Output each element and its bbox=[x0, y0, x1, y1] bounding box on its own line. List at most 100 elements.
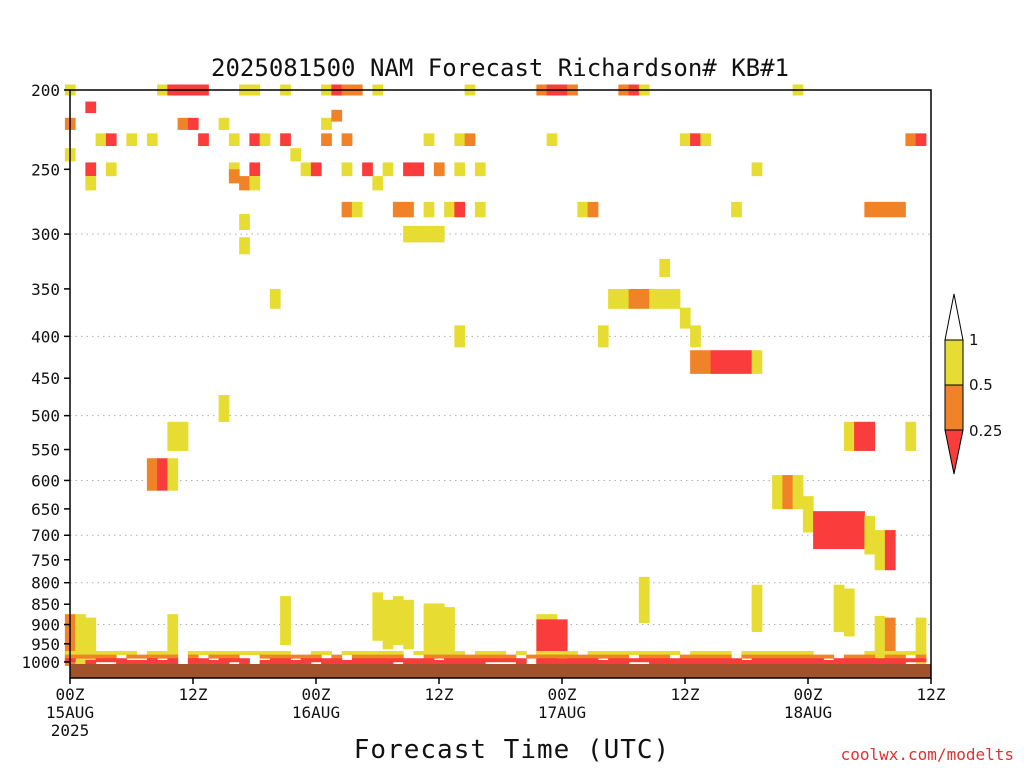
pbl-cell bbox=[649, 654, 660, 659]
pbl-cell bbox=[485, 651, 496, 656]
data-cell bbox=[751, 584, 763, 633]
pbl-cell bbox=[433, 651, 445, 656]
pbl-cell bbox=[423, 651, 435, 656]
pbl-cell bbox=[454, 651, 466, 656]
pbl-cell bbox=[403, 660, 414, 664]
pbl-cell bbox=[700, 654, 712, 659]
pbl-cell bbox=[813, 654, 824, 659]
y-tick-label: 600 bbox=[31, 471, 60, 490]
pbl-cell bbox=[146, 651, 158, 656]
data-cell bbox=[177, 421, 189, 451]
pbl-cell bbox=[546, 654, 558, 659]
pbl-cell bbox=[813, 660, 824, 664]
data-cell bbox=[372, 176, 384, 191]
pbl-cell bbox=[228, 658, 240, 663]
pbl-cell bbox=[95, 654, 107, 659]
data-cell bbox=[146, 133, 158, 146]
pbl-cell bbox=[146, 654, 158, 659]
pbl-cell bbox=[659, 651, 671, 656]
data-cell bbox=[146, 458, 158, 491]
data-cell bbox=[546, 619, 558, 672]
pbl-cell bbox=[751, 651, 763, 656]
pbl-cell bbox=[833, 660, 845, 664]
pbl-cell bbox=[105, 651, 117, 656]
data-cell bbox=[454, 162, 466, 177]
pbl-cell bbox=[126, 660, 138, 664]
y-tick-label: 200 bbox=[31, 81, 60, 100]
pbl-cell bbox=[802, 660, 814, 664]
y-tick-label: 650 bbox=[31, 500, 60, 519]
y-tick-label: 950 bbox=[31, 635, 60, 654]
data-cell bbox=[864, 201, 876, 218]
pbl-cell bbox=[413, 660, 425, 664]
pbl-cell bbox=[792, 651, 804, 656]
pbl-cell bbox=[597, 660, 609, 664]
pbl-cell bbox=[362, 660, 373, 664]
pbl-cell bbox=[187, 660, 199, 664]
data-cell bbox=[167, 421, 179, 451]
chart-title: 2025081500 NAM Forecast Richardson# KB#1 bbox=[211, 54, 789, 82]
y-tick-label: 700 bbox=[31, 526, 60, 545]
boundary-layer-cells bbox=[64, 651, 927, 664]
pbl-cell bbox=[567, 654, 578, 659]
y-tick-label: 300 bbox=[31, 225, 60, 244]
pbl-cell bbox=[249, 651, 261, 656]
data-cell bbox=[126, 133, 138, 146]
pbl-cell bbox=[187, 654, 199, 659]
pbl-cell bbox=[218, 660, 230, 664]
pbl-cell bbox=[331, 654, 343, 659]
legend-swatch-mid bbox=[944, 384, 964, 431]
pbl-cell bbox=[792, 654, 804, 659]
y-axis-ticks: 200 250 300 350 400 450 500 550 600 650 700 750 800 8… bbox=[21, 81, 70, 672]
x-tick-label: 16AUG bbox=[292, 703, 340, 722]
pbl-cell bbox=[198, 660, 209, 664]
pbl-cell bbox=[208, 654, 220, 659]
data-cell bbox=[690, 325, 701, 348]
data-cell bbox=[85, 617, 97, 670]
data-cell bbox=[802, 496, 814, 533]
pbl-cell bbox=[782, 654, 794, 659]
data-cell bbox=[382, 162, 394, 177]
pbl-cell bbox=[628, 658, 640, 663]
y-tick-label: 400 bbox=[31, 327, 60, 346]
data-cell bbox=[874, 201, 886, 218]
data-cell bbox=[546, 133, 558, 146]
y-tick-label: 850 bbox=[31, 595, 60, 614]
pbl-cell bbox=[259, 660, 271, 664]
pbl-cell bbox=[649, 660, 660, 664]
plot-frame bbox=[69, 89, 932, 679]
pbl-cell bbox=[372, 660, 384, 664]
pbl-cell bbox=[731, 660, 742, 664]
data-cell bbox=[280, 596, 291, 646]
data-cell bbox=[843, 421, 855, 451]
pbl-cell bbox=[587, 651, 599, 656]
pbl-cell bbox=[300, 660, 312, 664]
pbl-cell bbox=[433, 654, 445, 659]
pbl-cell bbox=[884, 651, 896, 656]
pbl-cell bbox=[895, 651, 906, 656]
pbl-cell bbox=[474, 651, 486, 656]
data-cell bbox=[372, 592, 384, 641]
data-cell bbox=[813, 511, 824, 550]
pbl-cell bbox=[310, 654, 322, 659]
pbl-cell bbox=[556, 654, 568, 659]
pbl-cell bbox=[269, 651, 281, 656]
pbl-cell bbox=[669, 660, 681, 664]
pbl-cell bbox=[536, 660, 548, 664]
data-cell bbox=[423, 133, 435, 146]
data-cell bbox=[403, 599, 414, 650]
pbl-cell bbox=[751, 654, 763, 659]
data-cell bbox=[710, 350, 722, 374]
data-cell bbox=[239, 237, 250, 255]
y-tick-label: 900 bbox=[31, 616, 60, 635]
pbl-cell bbox=[351, 651, 363, 656]
pbl-cell bbox=[679, 654, 691, 659]
pbl-cell bbox=[362, 654, 373, 659]
data-cell bbox=[228, 169, 240, 184]
pbl-cell bbox=[310, 658, 322, 663]
data-cell bbox=[218, 394, 230, 422]
pbl-cell bbox=[392, 658, 404, 663]
pbl-cell bbox=[710, 660, 722, 664]
pbl-cell bbox=[167, 654, 179, 659]
pbl-cell bbox=[802, 654, 814, 659]
